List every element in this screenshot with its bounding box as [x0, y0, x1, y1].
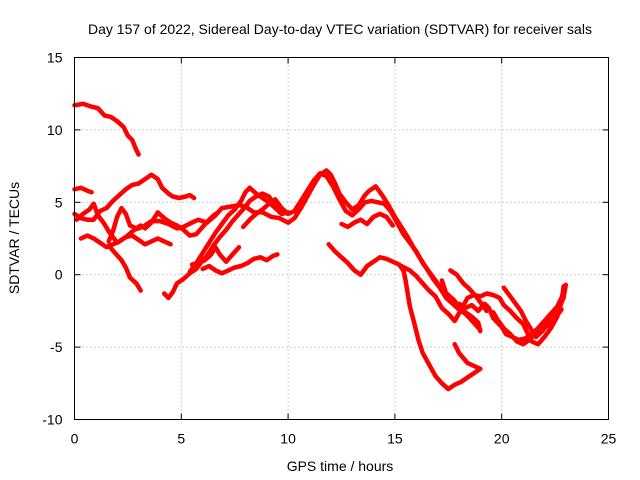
series-track-12 — [200, 252, 280, 276]
y-tick-label: 15 — [47, 50, 63, 66]
series-track-1 — [72, 101, 141, 157]
series-track-7 — [106, 205, 143, 244]
x-tick-label: 0 — [71, 431, 79, 447]
series-track-15 — [326, 242, 483, 392]
series-track-8 — [142, 210, 218, 238]
x-tick-label: 10 — [280, 431, 296, 447]
series-group — [72, 101, 569, 392]
series-track-4 — [74, 168, 483, 332]
y-tick-label: 0 — [55, 267, 63, 283]
chart-title: Day 157 of 2022, Sidereal Day-to-day VTE… — [88, 21, 592, 37]
series-track-3 — [72, 172, 197, 222]
y-tick-label: 5 — [55, 194, 63, 210]
series-track-20 — [448, 268, 489, 314]
x-tick-label: 25 — [601, 431, 617, 447]
series-track-16 — [399, 263, 566, 347]
y-tick-label: 10 — [47, 122, 63, 138]
series-track-14 — [339, 211, 396, 230]
series-track-19 — [501, 282, 569, 340]
series-track-6 — [106, 243, 143, 293]
x-tick-label: 15 — [387, 431, 403, 447]
series-track-18 — [439, 278, 462, 312]
grid — [74, 57, 609, 420]
y-tick-label: -10 — [42, 412, 62, 428]
plot-frame — [74, 57, 609, 420]
y-tick-label: -5 — [50, 339, 63, 355]
x-tick-label: 5 — [177, 431, 185, 447]
x-axis-label: GPS time / hours — [287, 458, 394, 474]
x-tick-label: 20 — [494, 431, 510, 447]
series-track-5 — [78, 233, 173, 250]
y-axis-label: SDTVAR / TECUs — [6, 182, 22, 294]
series-track-2 — [72, 185, 94, 195]
series-track-11 — [189, 244, 242, 267]
series-track-21 — [490, 307, 564, 347]
